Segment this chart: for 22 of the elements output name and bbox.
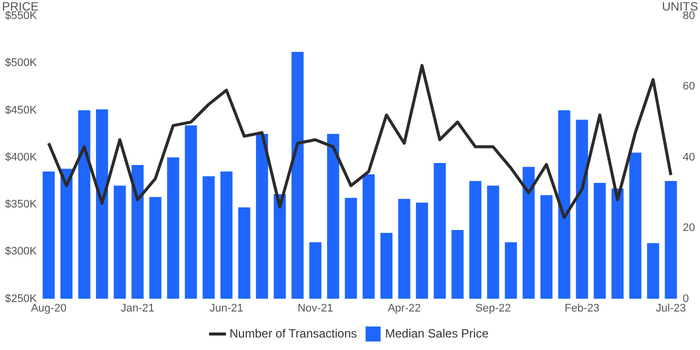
y-tick-label: $550K — [4, 10, 38, 22]
y2-tick-label: 20 — [682, 222, 696, 234]
x-tick-label: Feb-23 — [564, 302, 600, 314]
x-tick-label: Apr-22 — [388, 302, 421, 314]
y-tick-label: $350K — [4, 198, 38, 211]
legend-label: Number of Transactions — [230, 326, 357, 340]
y-tick-label: $300K — [4, 246, 38, 258]
y-tick-label: $400K — [4, 151, 38, 164]
y2-tick-label: 40 — [682, 151, 696, 164]
x-tick-label: Sep-22 — [475, 302, 511, 314]
x-tick-label: Nov-21 — [298, 302, 334, 314]
y-tick-label: $500K — [4, 57, 38, 70]
y2-tick-label: 60 — [682, 80, 696, 93]
y2-tick-label: 80 — [682, 10, 696, 22]
x-tick-label: Jun-21 — [210, 302, 244, 314]
x-tick-label: Aug-20 — [30, 302, 66, 314]
x-tick-label: Jul-23 — [656, 302, 686, 314]
y-tick-label: $450K — [4, 104, 38, 116]
y2-tick-label: 0 — [682, 292, 689, 305]
y-tick-label: $250K — [4, 292, 38, 305]
legend-label: Median Sales Price — [385, 326, 489, 340]
x-tick-label: Jan-21 — [120, 302, 154, 314]
